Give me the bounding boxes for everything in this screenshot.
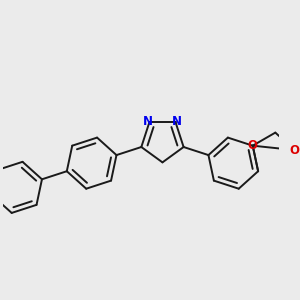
Text: O: O — [290, 144, 300, 157]
Text: N: N — [143, 115, 153, 128]
Text: O: O — [248, 139, 258, 152]
Text: N: N — [172, 115, 182, 128]
